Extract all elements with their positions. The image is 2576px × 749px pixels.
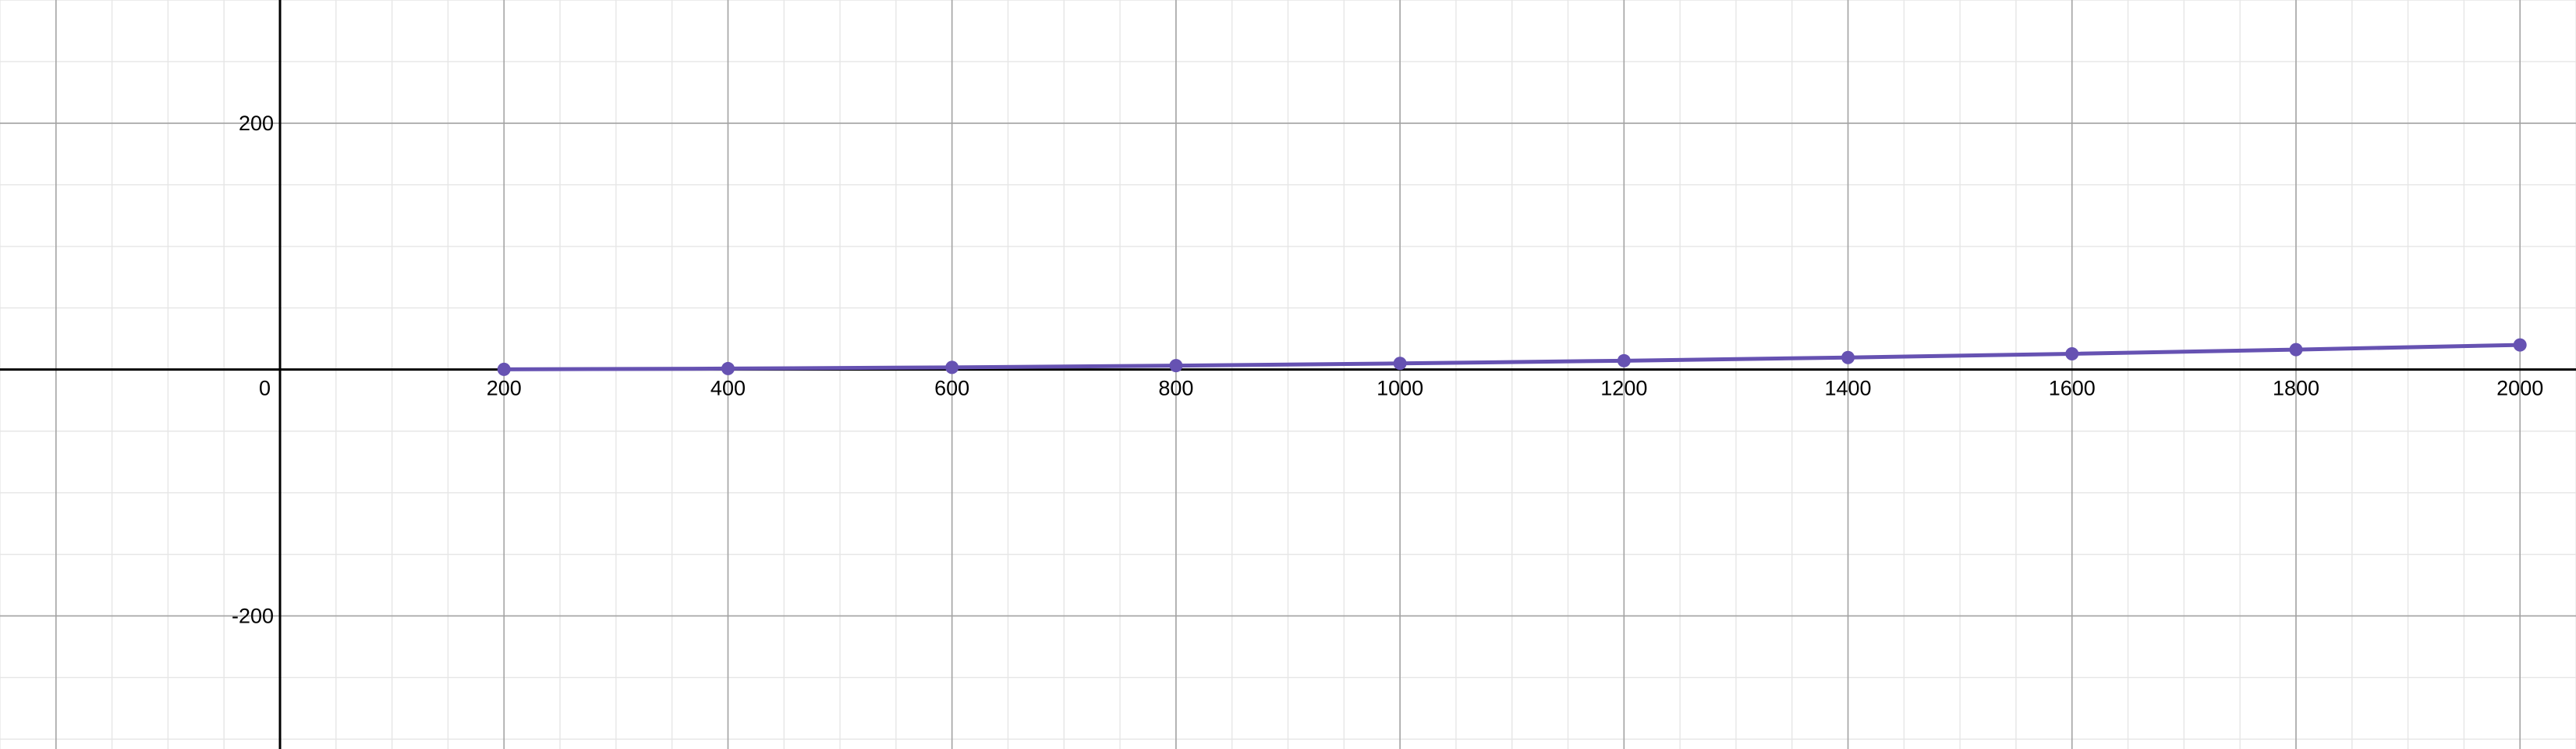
data-point[interactable] (1393, 357, 1407, 371)
series-layer (497, 338, 2527, 376)
x-tick-label: 1800 (2273, 377, 2319, 400)
tick-labels: 200 400 600 800 1000 1200 1400 1600 1800 2000-200… (232, 112, 2543, 628)
x-tick-label: 400 (710, 377, 746, 400)
x-tick-label: 200 (487, 377, 522, 400)
x-tick-label: 1600 (2049, 377, 2096, 400)
data-point[interactable] (1617, 353, 1631, 367)
data-point[interactable] (721, 361, 735, 375)
y-tick-label: 200 (239, 112, 274, 135)
series-line (501, 343, 2522, 371)
x-tick-label: 1000 (1377, 377, 1423, 400)
data-point[interactable] (1841, 350, 1855, 364)
data-point[interactable] (2513, 338, 2527, 352)
data-point[interactable] (1169, 359, 1183, 373)
y-tick-label: -200 (232, 604, 274, 627)
origin-label: 0 (259, 377, 271, 400)
data-point[interactable] (497, 362, 511, 376)
x-tick-label: 1400 (1825, 377, 1872, 400)
data-point[interactable] (2289, 343, 2303, 357)
data-point[interactable] (2065, 346, 2079, 360)
data-point[interactable] (945, 360, 959, 374)
x-tick-label: 2000 (2496, 377, 2543, 400)
x-tick-label: 600 (934, 377, 969, 400)
x-tick-label: 800 (1158, 377, 1193, 400)
x-tick-label: 1200 (1600, 377, 1647, 400)
